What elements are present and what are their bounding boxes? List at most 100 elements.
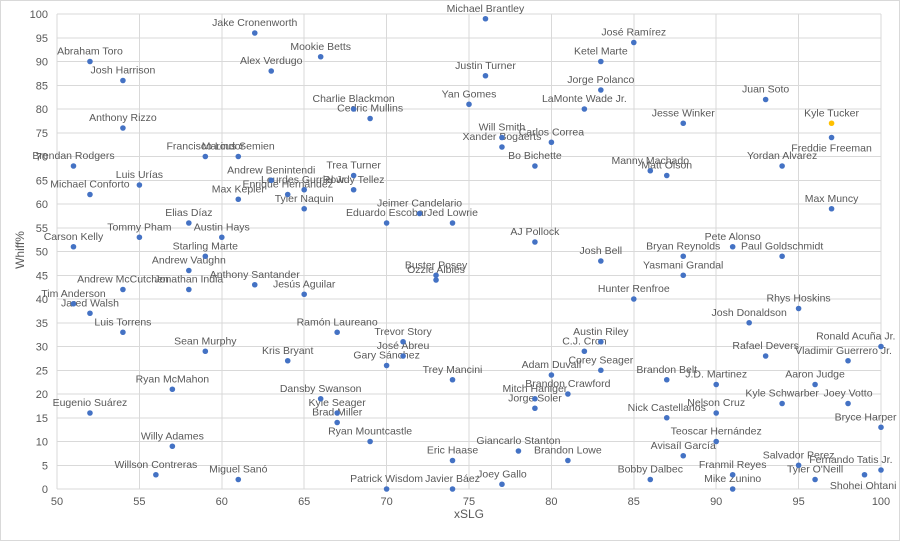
data-point[interactable] (169, 443, 176, 450)
data-point[interactable] (680, 120, 687, 127)
data-point[interactable] (598, 338, 604, 345)
data-point[interactable] (680, 272, 687, 279)
data-point[interactable] (581, 106, 588, 112)
data-point[interactable] (87, 58, 93, 65)
data-point[interactable] (400, 353, 406, 359)
data-point[interactable] (87, 410, 93, 416)
data-point[interactable] (433, 272, 439, 279)
data-point[interactable] (828, 205, 835, 212)
data-point[interactable] (334, 329, 340, 336)
data-point[interactable] (762, 96, 769, 103)
data-point[interactable] (367, 438, 373, 445)
data-point[interactable] (598, 87, 604, 93)
highlighted-data-point[interactable] (828, 120, 835, 127)
data-point[interactable] (548, 139, 555, 146)
data-point[interactable] (186, 220, 192, 226)
data-point[interactable] (383, 220, 390, 226)
data-point[interactable] (499, 134, 505, 141)
data-point[interactable] (251, 30, 258, 36)
data-point[interactable] (334, 419, 340, 426)
data-point[interactable] (598, 367, 604, 374)
data-point[interactable] (383, 486, 390, 492)
data-point[interactable] (482, 15, 489, 22)
data-point[interactable] (350, 186, 357, 193)
data-point[interactable] (828, 134, 835, 141)
data-point[interactable] (169, 386, 176, 393)
data-point[interactable] (729, 471, 736, 478)
data-point[interactable] (663, 376, 670, 383)
data-point[interactable] (812, 476, 818, 483)
data-point[interactable] (878, 424, 884, 431)
data-point[interactable] (153, 471, 159, 478)
data-point[interactable] (663, 414, 670, 421)
data-point[interactable] (499, 481, 505, 488)
data-point[interactable] (729, 243, 736, 250)
data-point[interactable] (779, 253, 785, 260)
data-point[interactable] (70, 163, 77, 169)
data-point[interactable] (532, 239, 538, 245)
data-point[interactable] (713, 410, 719, 416)
data-point[interactable] (120, 77, 126, 84)
data-point[interactable] (334, 410, 340, 416)
data-point[interactable] (746, 319, 752, 326)
data-point[interactable] (70, 300, 77, 307)
data-point[interactable] (433, 277, 439, 283)
data-point[interactable] (878, 467, 884, 473)
data-point[interactable] (284, 357, 291, 364)
data-point[interactable] (515, 448, 522, 454)
data-point[interactable] (532, 163, 538, 169)
data-point[interactable] (284, 191, 291, 198)
data-point[interactable] (647, 476, 654, 483)
data-point[interactable] (400, 338, 406, 345)
data-point[interactable] (532, 405, 538, 412)
data-point[interactable] (713, 381, 719, 388)
data-point[interactable] (350, 106, 357, 112)
data-point[interactable] (680, 253, 687, 260)
data-point[interactable] (186, 267, 192, 274)
data-point[interactable] (845, 357, 851, 364)
data-point[interactable] (878, 343, 884, 350)
data-point[interactable] (301, 205, 308, 212)
data-point[interactable] (812, 381, 818, 388)
data-point[interactable] (235, 153, 242, 160)
data-point[interactable] (136, 182, 143, 188)
data-point[interactable] (202, 153, 209, 160)
data-point[interactable] (202, 348, 209, 355)
data-point[interactable] (861, 471, 868, 478)
data-point[interactable] (268, 68, 275, 74)
data-point[interactable] (235, 196, 242, 203)
data-point[interactable] (499, 144, 505, 150)
data-point[interactable] (482, 72, 489, 79)
data-point[interactable] (449, 376, 456, 383)
data-point[interactable] (301, 291, 308, 298)
data-point[interactable] (795, 462, 802, 469)
data-point[interactable] (598, 58, 604, 65)
data-point[interactable] (581, 348, 588, 355)
data-point[interactable] (350, 172, 357, 179)
data-point[interactable] (219, 234, 225, 241)
data-point[interactable] (87, 310, 93, 317)
data-point[interactable] (367, 115, 373, 122)
data-point[interactable] (235, 476, 242, 483)
data-point[interactable] (120, 329, 126, 336)
data-point[interactable] (202, 253, 209, 260)
data-point[interactable] (136, 234, 143, 241)
data-point[interactable] (383, 362, 390, 369)
data-point[interactable] (548, 372, 555, 378)
data-point[interactable] (779, 163, 785, 169)
data-point[interactable] (87, 191, 93, 198)
data-point[interactable] (565, 391, 571, 397)
data-point[interactable] (713, 438, 719, 445)
data-point[interactable] (845, 400, 851, 407)
data-point[interactable] (301, 186, 308, 193)
data-point[interactable] (631, 296, 637, 302)
data-point[interactable] (598, 258, 604, 264)
data-point[interactable] (268, 177, 275, 184)
data-point[interactable] (317, 53, 324, 60)
data-point[interactable] (729, 486, 736, 492)
data-point[interactable] (680, 452, 687, 459)
data-point[interactable] (795, 305, 802, 312)
data-point[interactable] (120, 286, 126, 293)
data-point[interactable] (70, 243, 77, 250)
data-point[interactable] (449, 486, 456, 492)
